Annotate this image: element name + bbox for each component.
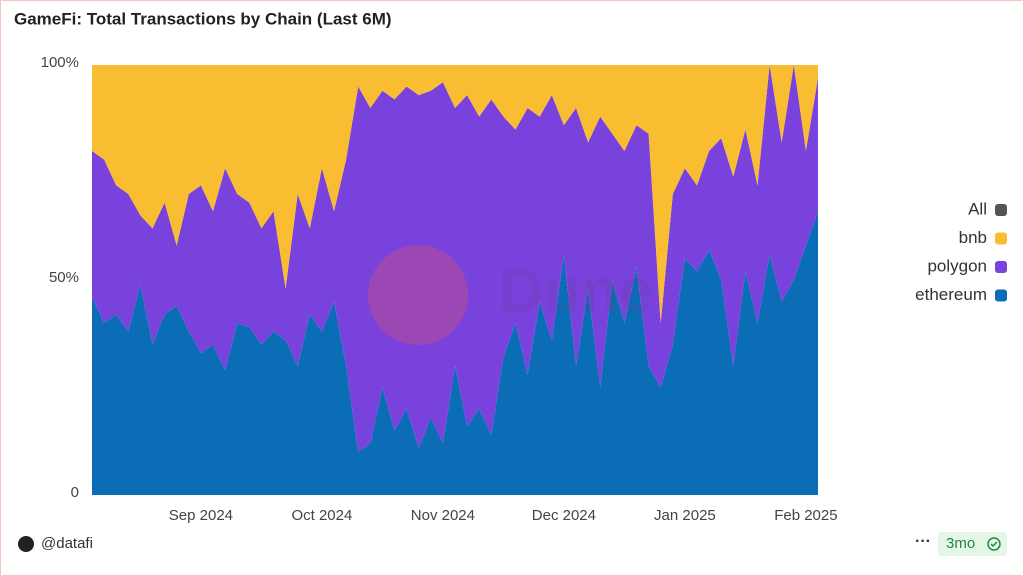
y-tick-label: 100% [41, 54, 79, 71]
y-tick-label: 0 [71, 484, 79, 501]
author-avatar [18, 536, 34, 552]
x-tick-label: Jan 2025 [654, 507, 716, 524]
legend-swatch [995, 204, 1007, 216]
x-tick-label: Dec 2024 [532, 507, 596, 524]
area-polygon [92, 65, 818, 452]
chart-title: GameFi: Total Transactions by Chain (Las… [14, 9, 392, 28]
age-badge-text: 3mo [946, 535, 975, 552]
legend-label[interactable]: bnb [959, 228, 987, 247]
x-tick-label: Nov 2024 [411, 507, 475, 524]
area-ethereum [92, 211, 818, 495]
check-mark [990, 541, 998, 548]
legend-label[interactable]: polygon [927, 256, 987, 275]
legend-swatch [995, 261, 1007, 273]
legend-swatch [995, 289, 1007, 302]
check-icon [987, 537, 1001, 551]
legend-swatch [995, 232, 1007, 245]
area-bnb [92, 65, 818, 323]
x-tick-label: Oct 2024 [291, 507, 352, 524]
author[interactable]: @datafi [41, 535, 93, 552]
legend-label[interactable]: All [968, 199, 987, 218]
legend-label[interactable]: ethereum [915, 285, 987, 304]
watermark: Dune [499, 256, 654, 325]
x-tick-label: Sep 2024 [169, 507, 233, 524]
y-tick-label: 50% [49, 269, 79, 286]
plot-area [92, 65, 818, 495]
legend: All bnb polygon ethereum [915, 199, 1007, 304]
watermark-logo [368, 245, 468, 345]
more-menu[interactable]: ··· [915, 533, 931, 550]
age-badge [938, 532, 1007, 556]
x-tick-label: Feb 2025 [774, 507, 837, 524]
